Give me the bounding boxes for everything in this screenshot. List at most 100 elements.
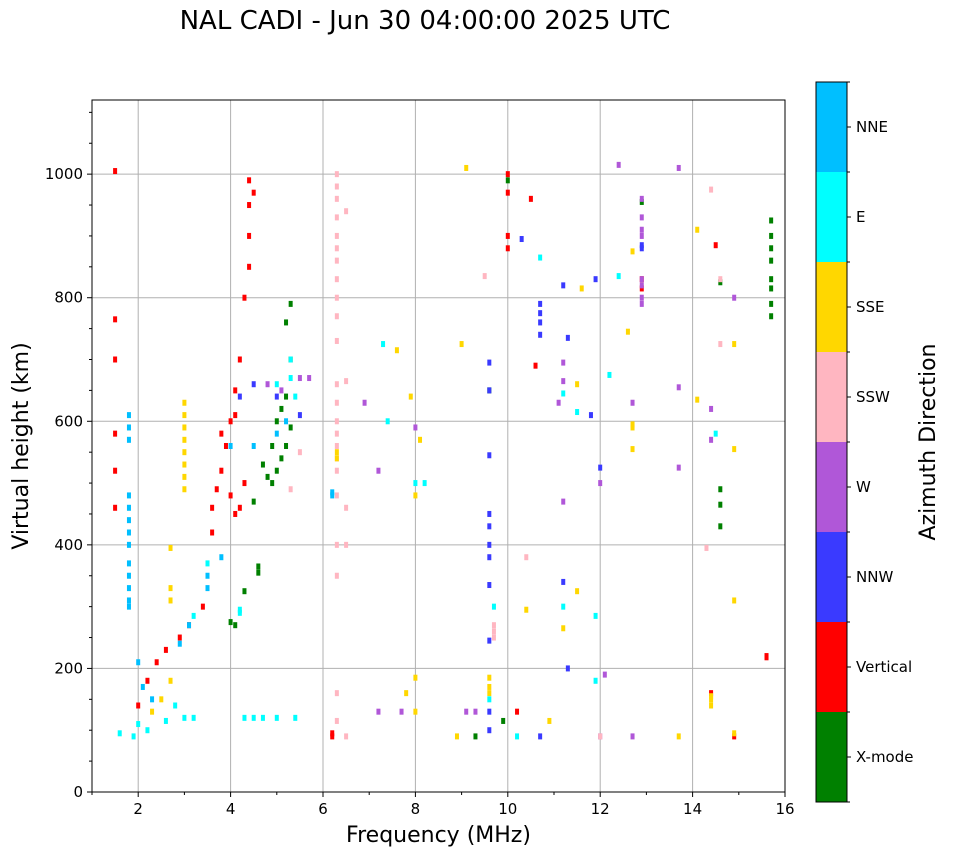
- data-point: [718, 486, 723, 493]
- series-e: [117, 254, 718, 740]
- data-point: [265, 473, 270, 480]
- data-point: [487, 637, 492, 644]
- plot-frame: [91, 99, 786, 793]
- data-point: [718, 279, 723, 286]
- data-point: [575, 409, 580, 416]
- colorbar-tick-label: NNW: [856, 568, 893, 586]
- data-point: [191, 612, 196, 619]
- data-point: [732, 294, 737, 301]
- data-point: [344, 378, 349, 385]
- data-point: [284, 443, 289, 449]
- data-point: [732, 446, 737, 453]
- data-point: [334, 418, 339, 425]
- series-ssw: [288, 171, 723, 740]
- data-point: [126, 597, 131, 604]
- data-point: [732, 730, 737, 737]
- data-point: [630, 424, 635, 431]
- data-point: [274, 418, 279, 425]
- data-point: [182, 486, 187, 493]
- data-point: [709, 690, 714, 697]
- data-point: [334, 399, 339, 406]
- data-point: [136, 721, 141, 728]
- data-point: [334, 449, 339, 456]
- data-point: [575, 381, 580, 388]
- data-point: [482, 273, 487, 280]
- data-point: [769, 257, 774, 264]
- data-point: [593, 276, 598, 283]
- data-point: [113, 316, 118, 323]
- data-point: [251, 381, 256, 388]
- colorbar-swatch: [816, 532, 847, 622]
- data-point: [284, 319, 289, 326]
- data-point: [718, 501, 723, 508]
- data-point: [113, 504, 118, 511]
- series-w: [265, 161, 737, 740]
- data-point: [487, 452, 492, 459]
- data-point: [709, 436, 714, 443]
- data-point: [334, 572, 339, 579]
- x-tick-label: 10: [498, 800, 517, 818]
- data-point: [487, 727, 492, 734]
- data-point: [704, 544, 709, 551]
- data-point: [598, 464, 603, 471]
- data-point: [487, 696, 492, 703]
- data-point: [237, 504, 242, 511]
- x-tick-label: 16: [775, 800, 794, 818]
- series-nnw: [237, 236, 644, 740]
- colorbar-swatch: [816, 262, 847, 352]
- colorbar-swatch: [816, 172, 847, 262]
- data-point: [561, 603, 566, 610]
- data-point: [168, 597, 173, 604]
- data-point: [334, 257, 339, 264]
- data-point: [602, 671, 607, 678]
- data-point: [473, 733, 478, 740]
- data-point: [214, 486, 219, 493]
- data-point: [487, 510, 492, 517]
- data-point: [274, 714, 279, 721]
- data-point: [473, 708, 478, 715]
- data-point: [639, 276, 644, 283]
- data-point: [334, 467, 339, 474]
- data-point: [769, 300, 774, 307]
- data-point: [487, 387, 492, 394]
- data-point: [279, 455, 284, 462]
- data-point: [117, 730, 122, 737]
- data-point: [639, 300, 644, 307]
- data-point: [307, 375, 312, 382]
- data-point: [126, 504, 131, 511]
- data-point: [113, 356, 118, 363]
- data-point: [459, 341, 464, 348]
- data-point: [616, 161, 621, 168]
- colorbar-tick-label: X-mode: [856, 748, 913, 766]
- data-point: [538, 733, 543, 740]
- data-point: [505, 177, 510, 184]
- data-point: [639, 198, 644, 205]
- data-point: [408, 393, 413, 400]
- data-point: [182, 714, 187, 721]
- data-point: [487, 708, 492, 715]
- data-point: [223, 443, 228, 449]
- data-point: [630, 421, 635, 428]
- data-point: [732, 733, 737, 740]
- data-point: [126, 412, 131, 419]
- data-point: [505, 189, 510, 196]
- data-point: [131, 733, 136, 740]
- data-point: [334, 276, 339, 283]
- colorbar-swatch: [816, 442, 847, 532]
- data-point: [718, 341, 723, 348]
- data-point: [210, 504, 215, 511]
- colorbar-tick-label: E: [856, 208, 865, 226]
- data-point: [334, 313, 339, 320]
- data-point: [182, 399, 187, 406]
- data-point: [168, 544, 173, 551]
- data-point: [270, 480, 275, 487]
- colorbar-frame: [815, 81, 848, 803]
- data-point: [288, 424, 293, 431]
- data-point: [334, 294, 339, 301]
- data-point: [228, 492, 233, 499]
- y-tick-label: 800: [54, 289, 83, 307]
- data-point: [330, 733, 335, 740]
- data-point: [126, 560, 131, 567]
- colorbar: X-mode Vertical NNW W SSW SSE E NNE: [815, 81, 913, 803]
